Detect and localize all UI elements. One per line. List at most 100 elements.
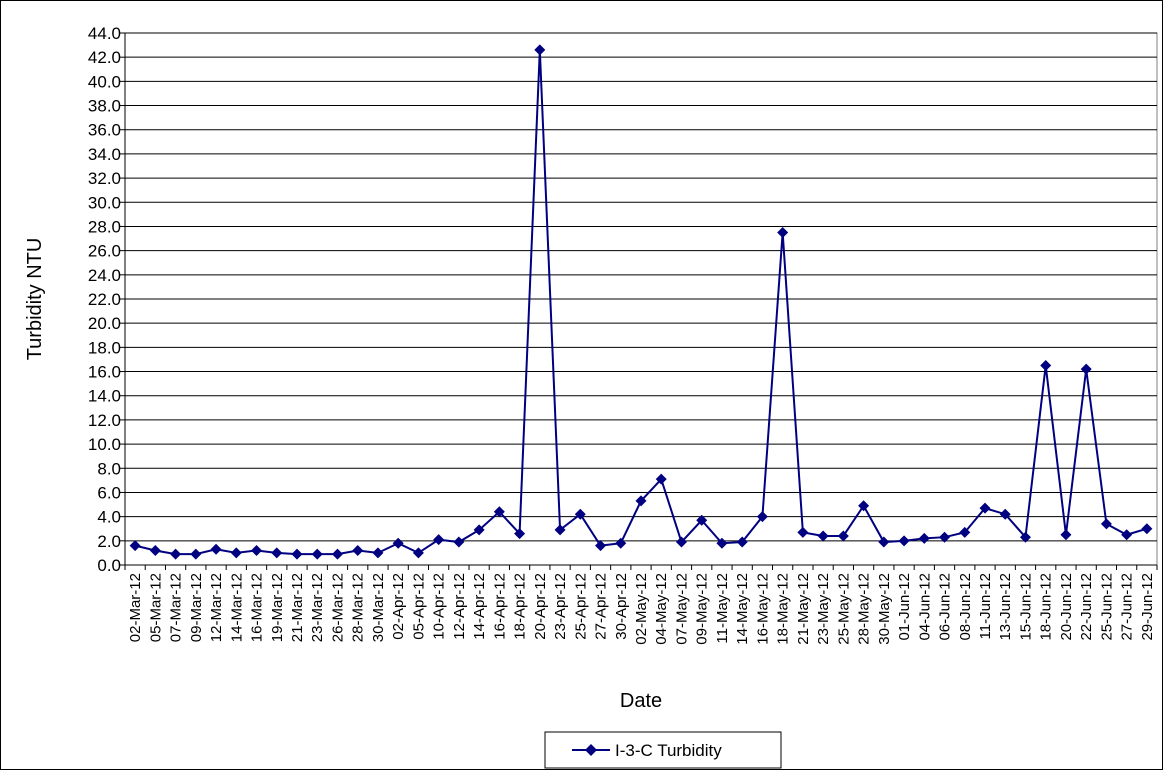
data-point-marker [1121, 529, 1133, 541]
data-point-marker [615, 537, 627, 549]
y-tick-label: 0.0 [97, 556, 121, 575]
data-point-marker [858, 500, 870, 512]
x-tick-label: 09-May-12 [694, 573, 711, 645]
data-point-marker [514, 528, 526, 540]
x-tick-label: 16-Apr-12 [491, 573, 508, 640]
data-point-marker [1019, 531, 1031, 543]
x-tick-label: 28-Mar-12 [350, 573, 367, 642]
x-tick-label: 20-Apr-12 [532, 573, 549, 640]
x-tick-label: 21-Mar-12 [289, 573, 306, 642]
x-tick-label: 16-May-12 [754, 573, 771, 645]
data-point-marker [635, 495, 647, 507]
x-tick-label: 12-Mar-12 [208, 573, 225, 642]
y-tick-label: 32.0 [88, 169, 121, 188]
x-axis-title: Date [620, 690, 662, 712]
data-point-marker [1100, 518, 1112, 530]
data-point-marker [898, 535, 910, 547]
x-tick-label: 29-Jun-12 [1139, 573, 1156, 641]
x-tick-label: 04-May-12 [653, 573, 670, 645]
data-point-marker [1141, 523, 1153, 535]
y-tick-label: 12.0 [88, 411, 121, 430]
data-point-marker [251, 544, 263, 556]
x-axis-tick-labels: 02-Mar-12 05-Mar-12 07-Mar-12 09-Mar-12 12-M… [124, 565, 1158, 645]
data-point-marker [777, 227, 789, 238]
series-layer [129, 44, 1153, 560]
y-tick-label: 10.0 [88, 435, 121, 454]
gridlines [125, 32, 1157, 542]
y-tick-label: 20.0 [88, 314, 121, 333]
data-point-marker [412, 547, 424, 559]
x-tick-label: 20-Jun-12 [1058, 573, 1075, 641]
data-point-marker [696, 514, 708, 526]
x-tick-label: 18-May-12 [775, 573, 792, 645]
data-point-marker [574, 508, 586, 520]
x-tick-label: 30-Apr-12 [613, 573, 630, 640]
data-point-marker [939, 531, 951, 543]
data-point-marker [675, 536, 687, 548]
y-tick-label: 22.0 [88, 290, 121, 309]
x-tick-label: 14-Mar-12 [228, 573, 245, 642]
data-point-marker [756, 511, 768, 523]
data-point-marker [210, 543, 222, 555]
data-point-marker [473, 524, 485, 536]
x-tick-label: 27-Jun-12 [1119, 573, 1136, 641]
data-point-marker [554, 524, 566, 536]
x-tick-label: 27-Apr-12 [593, 573, 610, 640]
data-point-marker [230, 547, 242, 559]
x-tick-label: 10-Apr-12 [431, 573, 448, 640]
x-tick-label: 19-Mar-12 [269, 573, 286, 642]
x-tick-label: 13-Jun-12 [997, 573, 1014, 641]
y-tick-label: 8.0 [97, 459, 121, 478]
x-tick-label: 07-Mar-12 [168, 573, 185, 642]
y-tick-label: 30.0 [88, 193, 121, 212]
data-point-marker [190, 548, 202, 560]
data-point-marker [1060, 529, 1072, 541]
x-tick-label: 05-Apr-12 [410, 573, 427, 640]
x-tick-label: 25-Jun-12 [1098, 573, 1115, 641]
data-point-marker [959, 526, 971, 538]
y-tick-label: 34.0 [88, 145, 121, 164]
x-tick-label: 04-Jun-12 [916, 573, 933, 641]
data-point-marker [736, 536, 748, 548]
y-tick-label: 40.0 [88, 72, 121, 91]
x-tick-label: 14-Apr-12 [471, 573, 488, 640]
y-tick-label: 36.0 [88, 121, 121, 140]
y-tick-label: 6.0 [97, 483, 121, 502]
data-point-marker [352, 544, 364, 556]
data-point-marker [1080, 363, 1092, 375]
x-tick-label: 15-Jun-12 [1017, 573, 1034, 641]
data-point-marker [271, 547, 283, 559]
data-point-marker [837, 530, 849, 542]
x-tick-label: 14-May-12 [734, 573, 751, 645]
x-tick-label: 02-Mar-12 [127, 573, 144, 642]
x-tick-label: 08-Jun-12 [957, 573, 974, 641]
y-axis-title: Turbidity NTU [24, 238, 46, 361]
x-tick-label: 06-Jun-12 [937, 573, 954, 641]
x-tick-label: 01-Jun-12 [896, 573, 913, 641]
data-point-marker [797, 526, 809, 538]
y-tick-label: 14.0 [88, 387, 121, 406]
x-tick-label: 09-Mar-12 [188, 573, 205, 642]
data-point-marker [534, 44, 546, 56]
data-point-marker [170, 548, 182, 560]
data-point-marker [331, 548, 343, 560]
y-tick-label: 4.0 [97, 508, 121, 527]
data-point-marker [372, 547, 384, 559]
data-point-marker [918, 532, 930, 544]
y-tick-label: 42.0 [88, 48, 121, 67]
data-point-marker [392, 537, 404, 549]
x-tick-label: 18-Apr-12 [512, 573, 529, 640]
y-tick-label: 18.0 [88, 338, 121, 357]
x-tick-label: 05-Mar-12 [147, 573, 164, 642]
y-tick-label: 16.0 [88, 363, 121, 382]
y-tick-label: 44.0 [88, 24, 121, 43]
legend-label: I-3-C Turbidity [615, 741, 722, 760]
data-point-marker [999, 508, 1011, 520]
data-point-marker [453, 536, 465, 548]
legend-diamond-marker [585, 744, 597, 756]
data-point-marker [129, 540, 141, 552]
y-tick-label: 28.0 [88, 217, 121, 236]
data-point-marker [1040, 360, 1052, 371]
